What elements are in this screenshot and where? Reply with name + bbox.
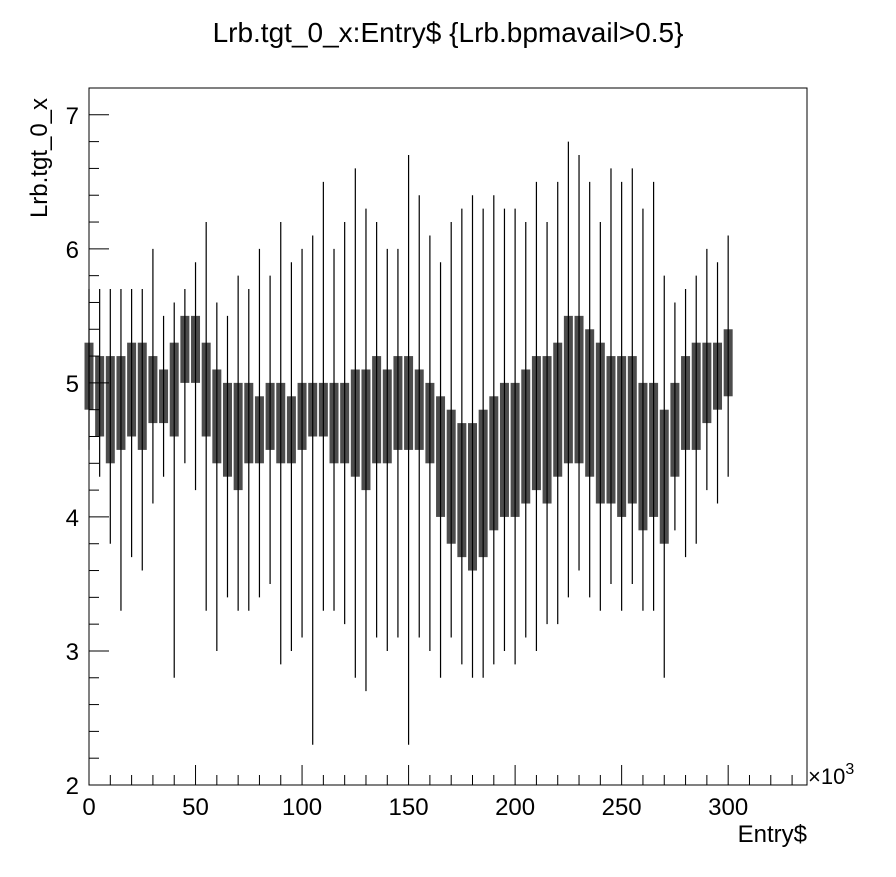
point-core (691, 342, 701, 450)
point-core (553, 342, 563, 477)
point-core (276, 382, 286, 464)
point-core (393, 356, 403, 450)
data-points (84, 141, 733, 745)
point-core (713, 342, 723, 410)
point-core (510, 382, 520, 517)
point-core (659, 409, 669, 544)
point-core (638, 382, 648, 531)
point-core (574, 315, 584, 464)
point-core (531, 356, 541, 491)
x-multiplier-exponent: 3 (845, 761, 854, 778)
point-core (521, 369, 531, 504)
point-core (468, 423, 478, 571)
point-core (201, 342, 211, 437)
point-core (350, 369, 360, 477)
x-axis-label: Entry$ (738, 821, 807, 848)
y-tick-label: 5 (66, 371, 79, 398)
point-core (585, 329, 595, 477)
x-tick-label: 100 (282, 794, 322, 821)
point-core (446, 409, 456, 544)
y-axis-label: Lrb.tgt_0_x (26, 98, 53, 218)
point-core (670, 382, 680, 477)
x-multiplier: ×103 (808, 761, 854, 789)
x-tick-label: 150 (389, 794, 429, 821)
point-core (297, 382, 307, 450)
y-tick-label: 2 (66, 773, 79, 800)
point-core (265, 382, 275, 450)
point-core (233, 382, 243, 491)
x-tick-label: 250 (602, 794, 642, 821)
point-core (286, 396, 296, 464)
chart-title: Lrb.tgt_0_x:Entry$ {Lrb.bpmavail>0.5} (213, 17, 684, 48)
point-core (404, 356, 414, 450)
point-core (254, 396, 264, 464)
point-core (127, 342, 137, 437)
point-core (372, 356, 382, 464)
point-core (595, 342, 605, 504)
point-core (329, 382, 339, 464)
point-core (563, 315, 573, 464)
point-core (478, 409, 488, 558)
x-tick-label: 200 (495, 794, 535, 821)
point-core (361, 369, 371, 491)
point-core (489, 396, 499, 531)
point-core (169, 342, 179, 437)
point-core (414, 369, 424, 450)
point-core (148, 356, 158, 424)
point-core (436, 396, 446, 517)
point-core (681, 356, 691, 450)
point-core (105, 356, 115, 464)
x-tick-label: 0 (82, 794, 95, 821)
y-tick-label: 4 (66, 505, 79, 532)
point-core (723, 329, 733, 397)
point-core (499, 382, 509, 517)
point-core (606, 356, 616, 504)
point-core (222, 382, 232, 477)
point-core (212, 369, 222, 464)
point-core (702, 342, 712, 424)
y-tick-label: 6 (66, 237, 79, 264)
point-core (425, 382, 435, 464)
point-core (318, 382, 328, 437)
point-core (649, 382, 659, 517)
y-tick-label: 3 (66, 639, 79, 666)
y-tick-label: 7 (66, 103, 79, 130)
x-tick-label: 50 (182, 794, 209, 821)
point-core (137, 342, 147, 450)
point-core (457, 423, 467, 558)
point-core (542, 356, 552, 504)
point-core (95, 356, 105, 437)
x-tick-label: 300 (708, 794, 748, 821)
point-core (382, 369, 392, 464)
point-core (191, 315, 201, 383)
point-core (340, 382, 350, 464)
point-core (159, 369, 169, 424)
point-core (244, 382, 254, 464)
point-core (180, 315, 190, 383)
point-core (617, 356, 627, 517)
point-core (308, 382, 318, 437)
point-core (627, 356, 637, 504)
point-core (116, 356, 126, 450)
x-multiplier-base: ×10 (808, 764, 845, 789)
